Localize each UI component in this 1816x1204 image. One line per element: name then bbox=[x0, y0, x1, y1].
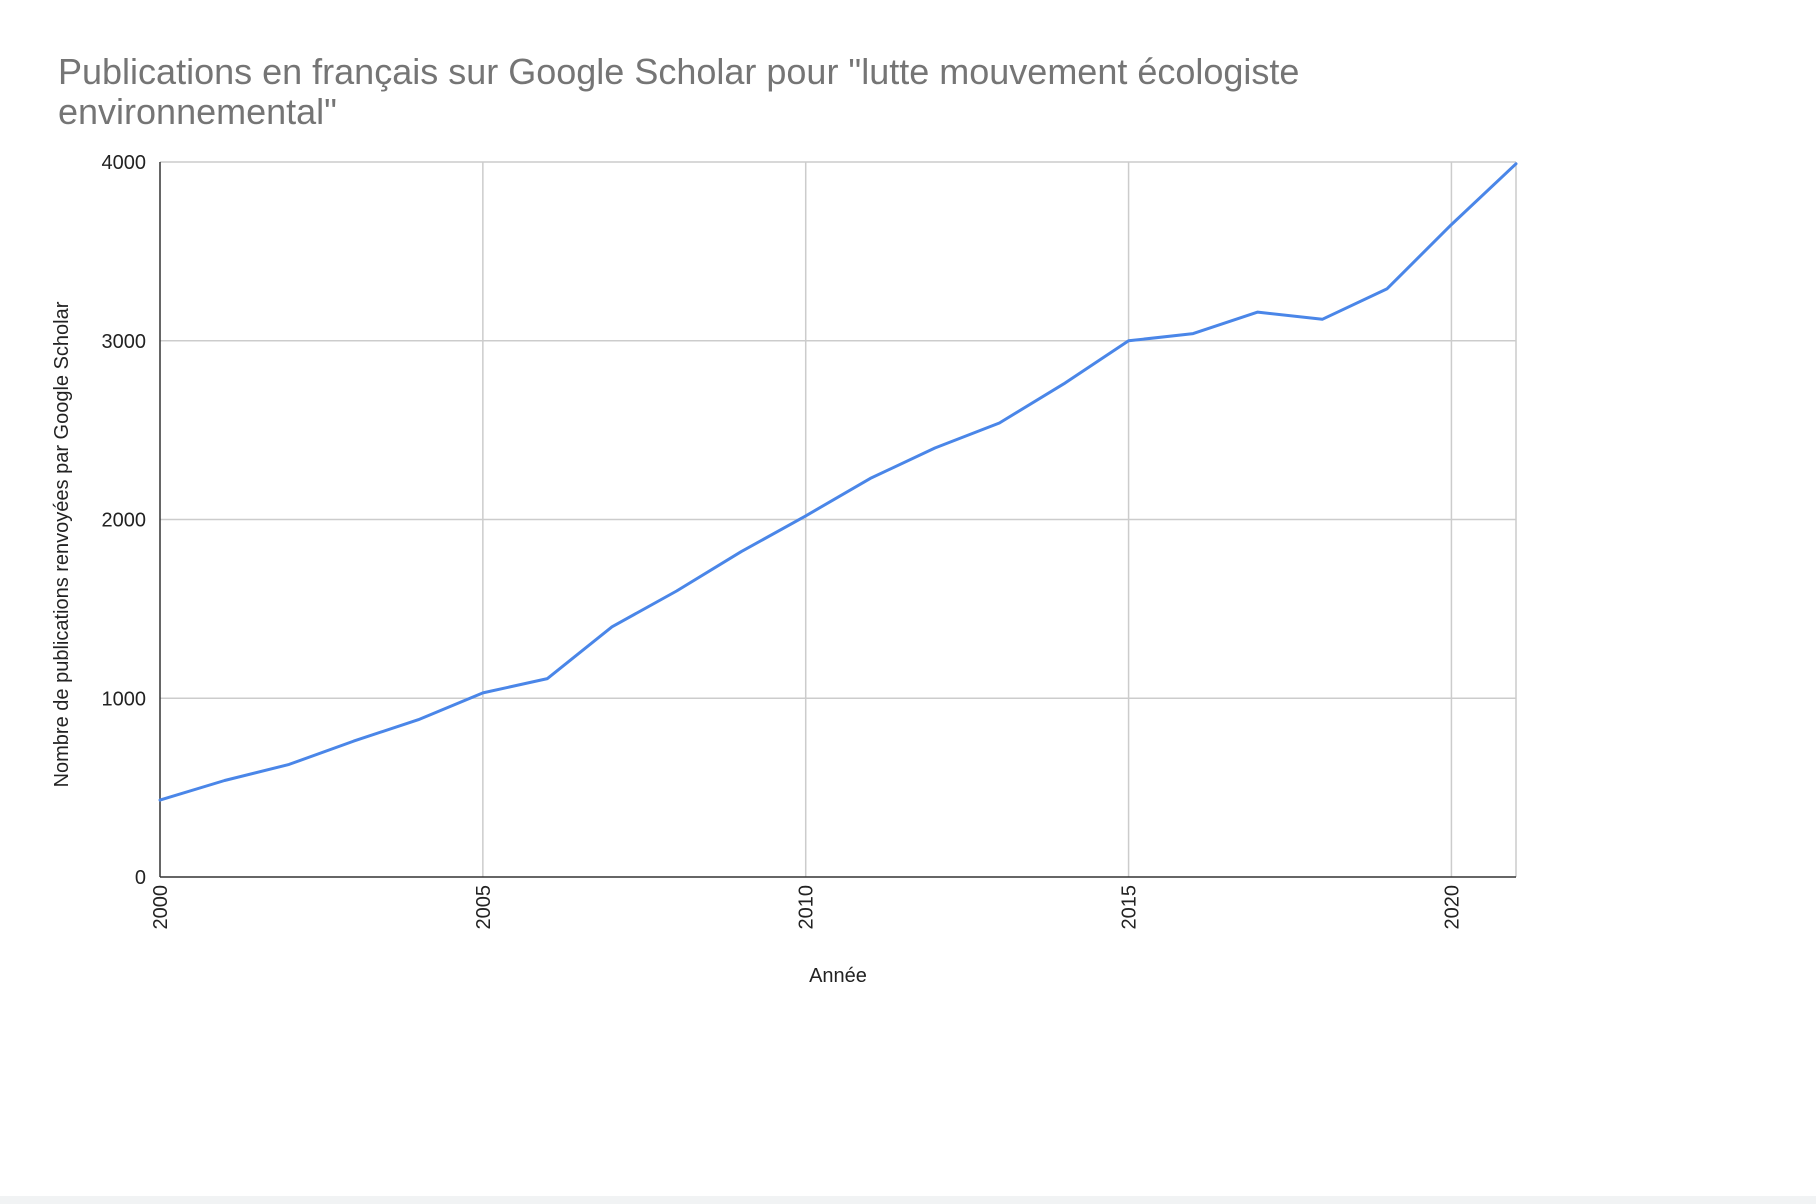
series-line bbox=[158, 162, 1518, 802]
y-tick-label: 1000 bbox=[102, 688, 147, 710]
x-axis-title: Année bbox=[809, 965, 867, 987]
x-tick-label: 2015 bbox=[1119, 885, 1141, 930]
y-tick-label: 3000 bbox=[102, 331, 147, 353]
y-axis-title: Nombre de publications renvoyées par Goo… bbox=[51, 301, 73, 787]
tick-labels: 0 1000 2000 3000 4000 2000 2005 2010 2015 2020 bbox=[102, 152, 1464, 930]
x-tick-label: 2020 bbox=[1441, 885, 1463, 930]
y-tick-label: 0 bbox=[135, 867, 146, 889]
grid-lines bbox=[159, 161, 1517, 878]
x-tick-label: 2005 bbox=[473, 885, 495, 930]
x-tick-label: 2010 bbox=[796, 885, 818, 930]
x-tick-label: 2000 bbox=[150, 885, 172, 930]
chart-title: Publications en français sur Google Scho… bbox=[58, 51, 1300, 132]
bottom-strip bbox=[0, 1196, 1816, 1204]
y-tick-label: 4000 bbox=[102, 152, 147, 174]
series-layer bbox=[158, 162, 1518, 802]
y-tick-label: 2000 bbox=[102, 510, 147, 532]
